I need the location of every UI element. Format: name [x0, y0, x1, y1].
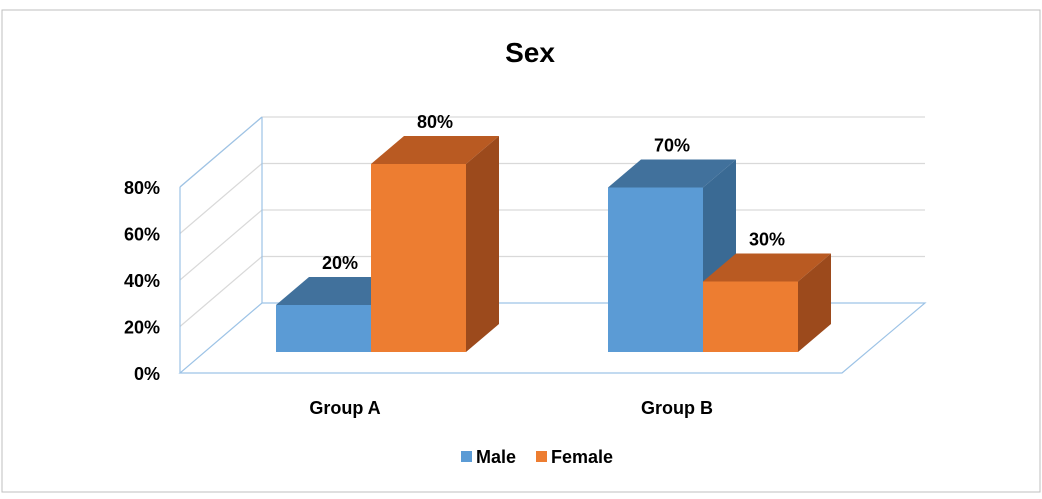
bar-front	[371, 164, 466, 352]
bar-side	[798, 253, 831, 352]
gridline-side	[179, 209, 263, 281]
x-tick-label: Group A	[309, 398, 380, 418]
category-labels: Group A Group B	[309, 398, 713, 418]
bar-male-2	[608, 159, 736, 352]
floor	[178, 302, 927, 374]
legend-label: Female	[551, 447, 613, 467]
y-tick-label: 0%	[134, 364, 160, 384]
x-tick-label: Group B	[641, 398, 713, 418]
gridline-side	[179, 256, 263, 327]
bar-female-2	[703, 253, 831, 352]
gridline-side	[179, 163, 263, 234]
bar-top	[703, 253, 831, 282]
bar-front	[276, 305, 371, 352]
bar-side	[466, 136, 499, 352]
chart-border	[1, 9, 1041, 493]
bars: 20% 80% 70% 30%	[276, 112, 831, 352]
legend-item-female: Female	[536, 447, 613, 467]
y-tick-label: 80%	[124, 178, 160, 198]
legend-label: Male	[476, 447, 516, 467]
data-label: 80%	[417, 112, 453, 132]
data-label: 20%	[322, 253, 358, 273]
data-label: 70%	[654, 136, 690, 156]
legend: Male Female	[461, 447, 613, 467]
y-tick-label: 60%	[124, 225, 160, 245]
bar-top	[371, 136, 499, 164]
y-tick-label: 20%	[124, 318, 160, 338]
bar-front	[703, 281, 798, 352]
chart-title: Sex	[505, 37, 555, 68]
y-axis-ticks: 0% 20% 40% 60% 80%	[124, 178, 160, 384]
bar-front	[608, 187, 703, 352]
legend-swatch	[461, 451, 472, 462]
legend-item-male: Male	[461, 447, 516, 467]
bar-female-1	[371, 136, 499, 352]
data-label: 30%	[749, 230, 785, 250]
y-tick-label: 40%	[124, 271, 160, 291]
bar-top	[608, 159, 736, 188]
side-wall-top	[179, 116, 263, 188]
legend-swatch	[536, 451, 547, 462]
